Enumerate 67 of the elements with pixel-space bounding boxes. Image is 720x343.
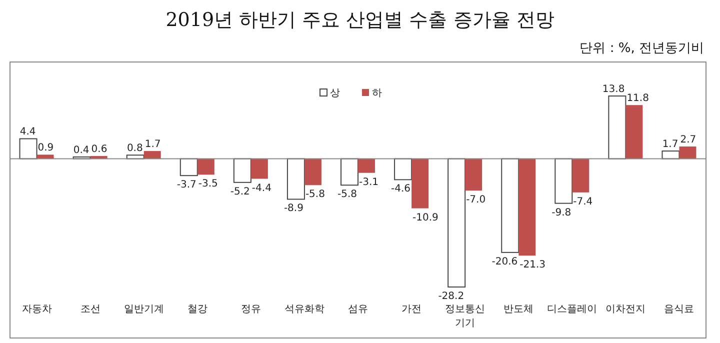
bar	[304, 158, 322, 186]
x-tick-label: 정보통신기기	[445, 304, 486, 329]
data-label: -3.5	[198, 178, 218, 190]
data-label: -5.8	[305, 189, 325, 200]
bar	[412, 158, 429, 208]
x-tick-label: 정유	[240, 304, 261, 315]
chart-title: 2019년 하반기 주요 산업별 수출 증가율 전망	[166, 9, 554, 31]
data-label: -3.1	[359, 176, 379, 188]
x-tick-label: 섬유	[348, 304, 368, 315]
bar	[250, 158, 268, 179]
x-tick-label: 음식료	[664, 304, 694, 315]
data-label: 0.6	[91, 144, 108, 156]
data-label: 1.7	[144, 139, 161, 150]
data-label: 13.8	[602, 84, 625, 95]
bar	[465, 158, 482, 191]
data-label: 0.4	[73, 144, 90, 156]
bar	[572, 158, 590, 192]
x-tick-label: 자동차	[22, 304, 52, 315]
data-label: -20.6	[492, 256, 518, 268]
data-label: -5.8	[337, 189, 357, 200]
x-tick-label: 석유화학	[284, 304, 324, 315]
bar	[197, 158, 214, 175]
x-tick-label: 디스플레이	[547, 304, 598, 315]
x-tick-label: 이차전지	[606, 304, 646, 315]
bar	[554, 158, 573, 204]
bar	[679, 146, 696, 159]
data-label: -10.9	[412, 212, 438, 224]
data-label: -7.0	[466, 194, 486, 206]
data-label: -8.9	[284, 203, 304, 214]
data-label: -5.2	[230, 186, 250, 198]
bar	[340, 158, 358, 186]
data-label: 2.7	[680, 134, 696, 146]
chart-subtitle: 단위 : %, 전년동기비	[580, 41, 704, 56]
data-label: -4.4	[252, 182, 272, 194]
bar	[608, 96, 626, 160]
data-label: 0.8	[126, 143, 143, 154]
bar	[36, 154, 54, 159]
bar	[662, 150, 680, 160]
data-label: -21.3	[520, 260, 546, 271]
x-tick-label: 일반기계	[124, 304, 164, 315]
data-label: 11.8	[626, 93, 649, 104]
bar	[286, 158, 305, 200]
bar	[448, 158, 466, 288]
x-tick-label: 반도체	[504, 304, 534, 315]
data-label: -4.6	[391, 184, 411, 195]
data-label: -28.2	[438, 291, 464, 302]
x-tick-label: 철강	[187, 304, 208, 315]
bar	[501, 158, 520, 253]
bar	[358, 158, 375, 173]
bar	[90, 156, 108, 159]
legend-label: 하	[372, 88, 382, 99]
bar	[19, 138, 38, 160]
data-label: -9.8	[552, 207, 572, 218]
bar	[394, 158, 412, 180]
bar	[518, 158, 536, 256]
bar	[144, 151, 161, 159]
data-label: 1.7	[662, 139, 678, 150]
legend-label: 상	[330, 88, 340, 99]
data-label: 0.9	[38, 142, 54, 154]
x-tick-label: 가전	[402, 304, 422, 315]
data-label: 4.4	[20, 126, 36, 138]
data-label: -7.4	[573, 196, 593, 208]
x-tick-label: 조선	[80, 304, 100, 315]
data-label: -3.7	[176, 180, 196, 191]
bar	[626, 105, 643, 159]
bar	[180, 158, 198, 176]
bar	[233, 158, 252, 183]
